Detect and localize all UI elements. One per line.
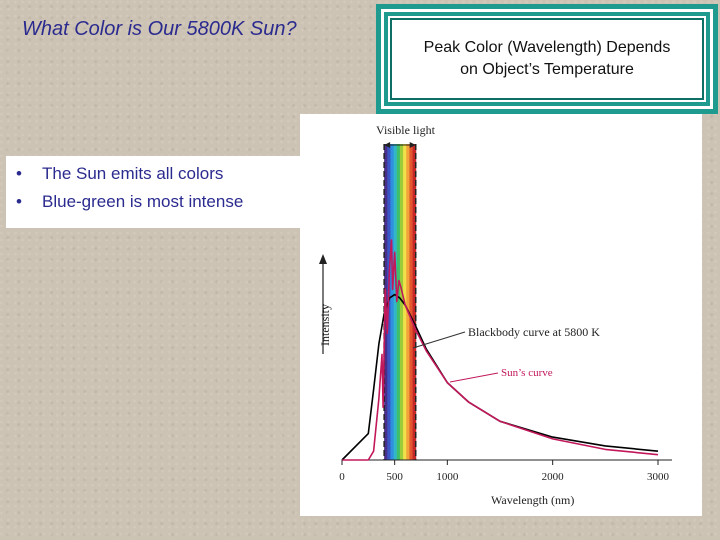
x-axis-label: Wavelength (nm) (491, 493, 574, 507)
spectrum-stripe (406, 144, 410, 460)
visible-light-label: Visible light (376, 123, 436, 137)
spectrum-stripe (393, 144, 398, 460)
spectrum-stripe (412, 144, 417, 460)
blackbody-annotation-leader (412, 331, 466, 349)
callout-line-2: on Object’s Temperature (460, 61, 634, 78)
callout-ring-outer: Peak Color (Wavelength) Depends on Objec… (381, 9, 713, 109)
x-tick-label: 1000 (436, 471, 459, 483)
callout-ring-inner: Peak Color (Wavelength) Depends on Objec… (384, 12, 710, 106)
blackbody-figure: Visible light 0 500 1000 2000 3000 Wavelengt… (300, 114, 702, 516)
bullet-marker: • (16, 164, 22, 183)
x-tick-label: 3000 (647, 471, 670, 483)
callout-box: Peak Color (Wavelength) Depends on Objec… (376, 4, 718, 114)
x-tick-label: 2000 (542, 471, 565, 483)
bullet-item: • The Sun emits all colors (16, 160, 300, 188)
sun-curve (342, 239, 659, 461)
bullet-list: • The Sun emits all colors • Blue-green … (6, 156, 300, 228)
y-arrow-head (319, 254, 327, 264)
callout-text: Peak Color (Wavelength) Depends on Objec… (388, 16, 706, 102)
blackbody-chart: Visible light 0 500 1000 2000 3000 Wavelengt… (318, 123, 672, 507)
sun-annotation-leader (449, 372, 499, 383)
slide-title: What Color is Our 5800K Sun? (22, 18, 297, 40)
visible-arrow-head (409, 142, 416, 148)
blackbody-annotation: Blackbody curve at 5800 K (468, 325, 600, 339)
y-axis-arrow (319, 254, 327, 354)
x-tick-label: 0 (339, 471, 345, 483)
visible-range-arrow (384, 142, 416, 148)
spectrum-stripe (390, 144, 395, 460)
spectrum-stripe (409, 144, 414, 460)
sun-annotation: Sun’s curve (501, 367, 553, 379)
bullet-text: Blue-green is most intense (42, 192, 244, 211)
spectrum-stripe (399, 144, 404, 460)
bullet-marker: • (16, 192, 22, 211)
y-axis-label: Intensity (318, 304, 332, 346)
spectrum-stripe (396, 144, 401, 460)
x-tick-label: 500 (386, 471, 403, 483)
callout-line-1: Peak Color (Wavelength) Depends (423, 39, 671, 56)
bullet-item: • Blue-green is most intense (16, 188, 300, 216)
visible-arrow-head (384, 142, 391, 148)
bullet-text: The Sun emits all colors (42, 164, 224, 183)
